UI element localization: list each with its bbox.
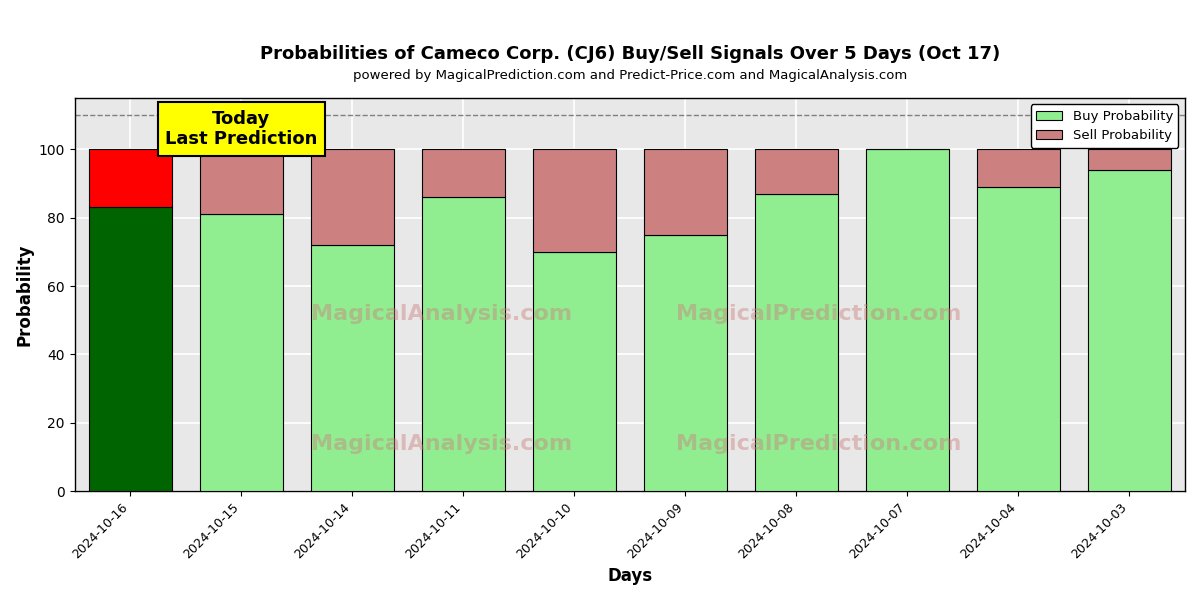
Y-axis label: Probability: Probability xyxy=(16,244,34,346)
Text: MagicalAnalysis.com: MagicalAnalysis.com xyxy=(311,434,571,454)
Bar xyxy=(199,214,283,491)
Text: MagicalAnalysis.com: MagicalAnalysis.com xyxy=(311,304,571,324)
Bar xyxy=(865,149,949,491)
Bar xyxy=(643,235,727,491)
Bar xyxy=(89,208,172,491)
Bar xyxy=(977,187,1060,491)
Text: Today
Last Prediction: Today Last Prediction xyxy=(166,110,317,148)
Bar xyxy=(1088,170,1171,491)
Bar xyxy=(755,149,838,194)
Bar xyxy=(533,252,616,491)
Bar xyxy=(421,197,505,491)
Text: MagicalPrediction.com: MagicalPrediction.com xyxy=(676,304,961,324)
Legend: Buy Probability, Sell Probability: Buy Probability, Sell Probability xyxy=(1031,104,1178,148)
Bar xyxy=(421,149,505,197)
X-axis label: Days: Days xyxy=(607,567,653,585)
Text: MagicalPrediction.com: MagicalPrediction.com xyxy=(676,434,961,454)
Bar xyxy=(755,194,838,491)
Bar xyxy=(311,149,394,245)
Bar xyxy=(643,149,727,235)
Title: Probabilities of Cameco Corp. (CJ6) Buy/Sell Signals Over 5 Days (Oct 17): Probabilities of Cameco Corp. (CJ6) Buy/… xyxy=(259,45,1000,63)
Text: powered by MagicalPrediction.com and Predict-Price.com and MagicalAnalysis.com: powered by MagicalPrediction.com and Pre… xyxy=(353,69,907,82)
Bar xyxy=(977,149,1060,187)
Bar xyxy=(311,245,394,491)
Bar xyxy=(1088,149,1171,170)
Bar xyxy=(199,149,283,214)
Bar xyxy=(89,149,172,208)
Bar xyxy=(533,149,616,252)
